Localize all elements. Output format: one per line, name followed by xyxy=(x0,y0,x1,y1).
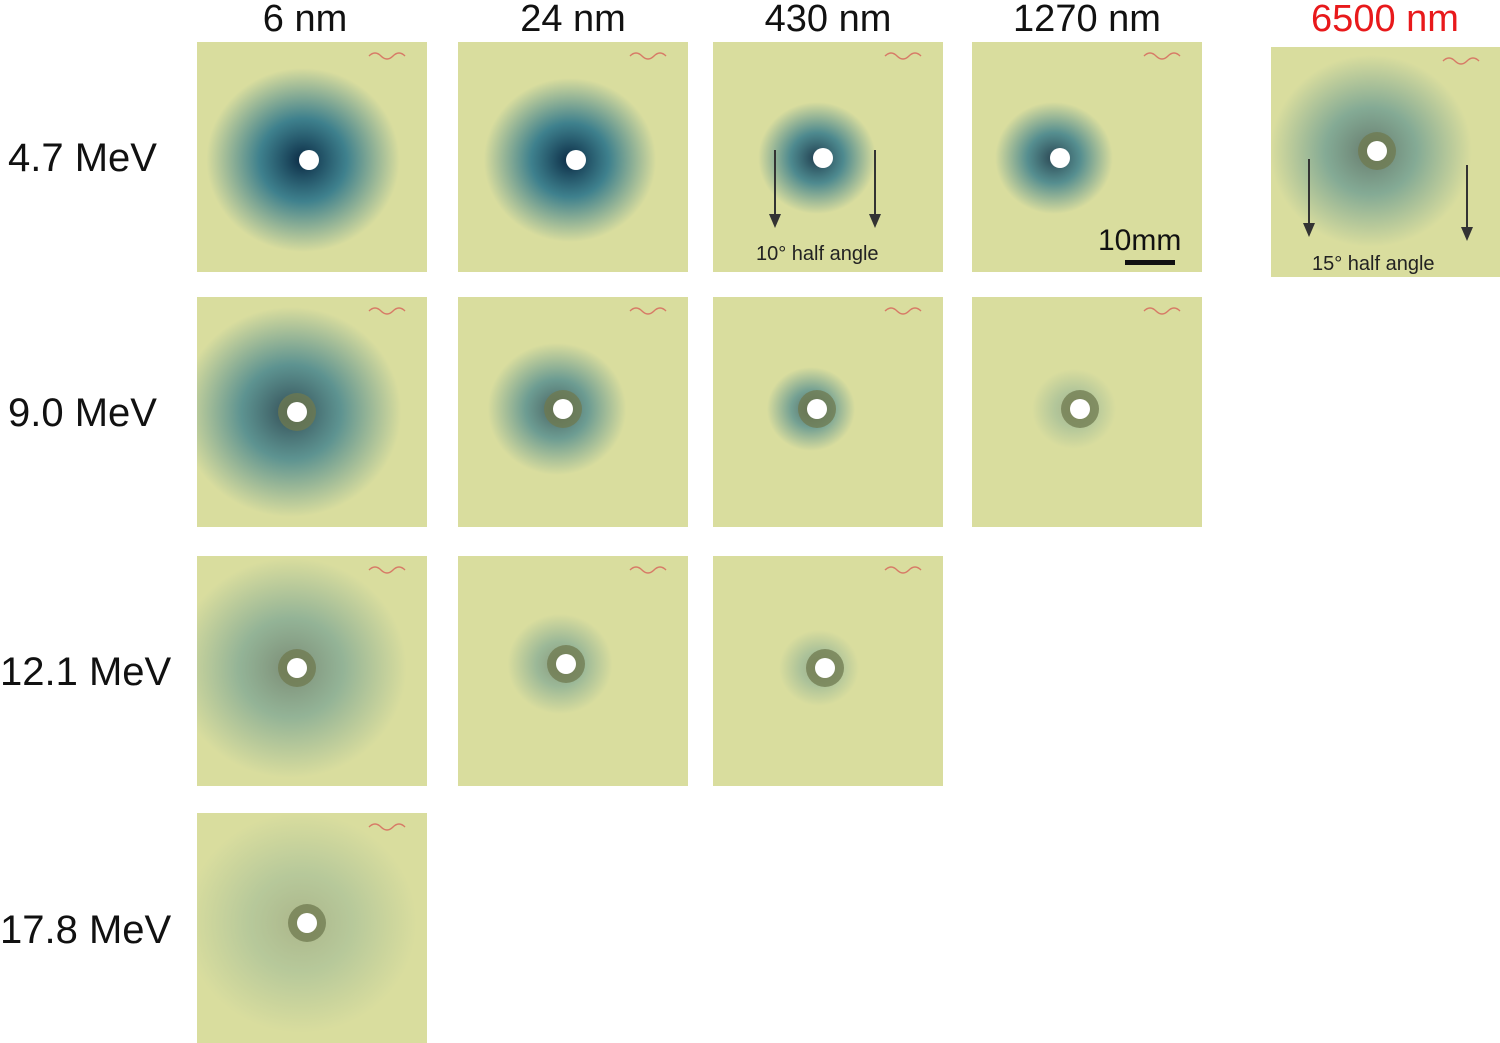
film-tile-col1-row2 xyxy=(197,297,427,527)
film-tile-col2-row3 xyxy=(458,556,688,786)
film-tile-col1-row3 xyxy=(197,556,427,786)
scale-bar-label: 10mm xyxy=(1098,224,1182,257)
dosimetry-film-image xyxy=(458,556,688,786)
dosimetry-film-image xyxy=(458,42,688,272)
film-tile-col3-row3 xyxy=(713,556,943,786)
film-tile-col4-row2 xyxy=(972,297,1202,527)
film-tile-col3-row2 xyxy=(713,297,943,527)
column-label-1270nm: 1270 nm xyxy=(1013,0,1161,40)
film-tile-col1-row1 xyxy=(197,42,427,272)
row-label-17-8mev: 17.8 MeV xyxy=(0,908,172,952)
half-angle-label-15: 15° half angle xyxy=(1312,253,1435,275)
half-angle-arrows-6500nm xyxy=(1303,159,1473,241)
dosimetry-film-image xyxy=(197,813,427,1043)
film-tile-col4-row1 xyxy=(972,42,1202,272)
dosimetry-film-image xyxy=(197,556,427,786)
dosimetry-film-image xyxy=(197,297,427,527)
row-label-9-0mev: 9.0 MeV xyxy=(8,391,157,435)
dosimetry-film-image xyxy=(972,297,1202,527)
dosimetry-film-image xyxy=(713,42,943,272)
film-tile-col2-row2 xyxy=(458,297,688,527)
column-label-24nm: 24 nm xyxy=(520,0,626,40)
dosimetry-film-image xyxy=(458,297,688,527)
column-label-430nm: 430 nm xyxy=(764,0,892,40)
row-label-4-7mev: 4.7 MeV xyxy=(8,136,157,180)
scale-bar xyxy=(1125,260,1175,265)
dosimetry-film-image xyxy=(713,556,943,786)
column-label-6500nm: 6500 nm xyxy=(1311,0,1459,40)
dosimetry-film-image xyxy=(197,42,427,272)
dosimetry-film-image xyxy=(713,297,943,527)
half-angle-arrows-430nm xyxy=(769,150,881,228)
film-tile-col2-row1 xyxy=(458,42,688,272)
film-tile-col3-row1 xyxy=(713,42,943,272)
dosimetry-film-image xyxy=(972,42,1202,272)
film-tile-col1-row4 xyxy=(197,813,427,1043)
half-angle-label-10: 10° half angle xyxy=(756,243,879,265)
column-label-6nm: 6 nm xyxy=(262,0,348,40)
row-label-12-1mev: 12.1 MeV xyxy=(0,650,172,694)
